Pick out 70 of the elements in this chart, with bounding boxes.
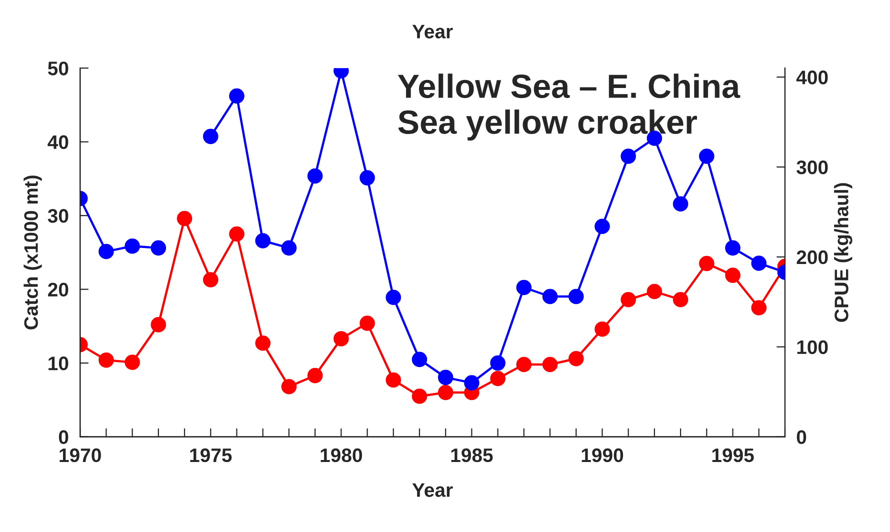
y-tick-label: 30 (48, 209, 68, 223)
point (307, 168, 323, 184)
point (176, 210, 192, 226)
y2-tick-label: 400 (796, 70, 828, 84)
point (464, 375, 480, 390)
point (360, 170, 375, 186)
point (725, 240, 740, 256)
point (307, 368, 323, 384)
y2-axis-title: CPUE (kg/haul) (834, 183, 852, 322)
text: Yellow Sea – E. China Sea yellow croaker (398, 74, 740, 141)
point (542, 288, 558, 304)
point (98, 244, 114, 260)
point (124, 354, 140, 370)
point (334, 331, 349, 346)
y-tick-label: 0 (58, 430, 68, 444)
point (98, 352, 114, 368)
y2-tick-label: 100 (797, 340, 828, 354)
x-tick-label: 1985 (451, 448, 493, 462)
point (620, 292, 636, 308)
text: Year (412, 24, 453, 38)
point (255, 233, 270, 248)
point (202, 128, 218, 144)
point (699, 256, 714, 272)
point (438, 384, 454, 400)
point (672, 292, 688, 308)
point (386, 290, 402, 306)
point (438, 370, 454, 386)
point (490, 355, 506, 371)
point (751, 300, 767, 316)
point (672, 196, 688, 212)
point (568, 350, 584, 366)
point (646, 284, 662, 300)
point (620, 148, 636, 164)
point (229, 226, 244, 242)
y-tick-label: 20 (48, 282, 68, 297)
point (281, 378, 297, 394)
point (124, 238, 140, 254)
x-tick-label: 1975 (190, 448, 232, 462)
x-tick-label: 1970 (60, 448, 101, 462)
point (150, 317, 166, 332)
point (725, 268, 740, 283)
x-tick-label: 1990 (582, 448, 624, 462)
point (568, 288, 584, 304)
point (751, 256, 767, 271)
y2-tick-label: 300 (796, 160, 828, 174)
point (594, 321, 610, 337)
y-tick-label: 50 (48, 62, 68, 76)
y-tick-label: 10 (48, 356, 68, 370)
point (412, 352, 428, 368)
point (542, 356, 558, 372)
y2-tick-label: 200 (796, 250, 828, 264)
point (229, 88, 244, 104)
y-tick-label: 40 (48, 135, 68, 150)
point (386, 372, 402, 388)
y-axis-title: Catch (x1000 mt) (24, 176, 42, 330)
y2-tick-label: 0 (796, 430, 806, 444)
point (412, 388, 428, 404)
point (490, 370, 506, 386)
point (202, 272, 218, 288)
x-axis-title: Year (412, 483, 453, 497)
point (281, 240, 297, 256)
point (360, 316, 375, 331)
point (594, 218, 610, 234)
point (699, 148, 714, 164)
x-tick-label: 1980 (320, 448, 362, 462)
point (516, 280, 532, 296)
point (150, 240, 166, 256)
point (516, 356, 532, 372)
x-tick-label: 1995 (712, 448, 754, 462)
point (255, 335, 270, 351)
